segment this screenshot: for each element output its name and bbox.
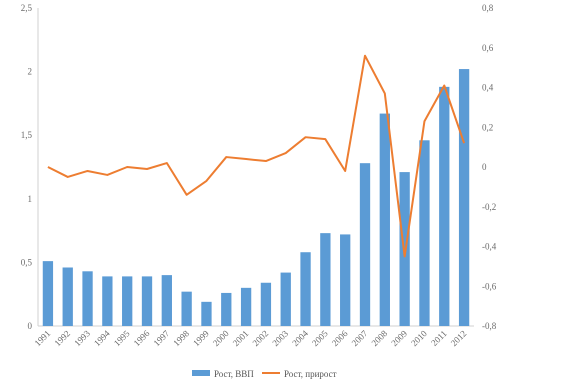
legend-bar-label: Рост, ВВП <box>214 369 254 379</box>
bar <box>379 113 390 326</box>
bar <box>141 276 153 326</box>
bar-series <box>42 69 470 326</box>
bar <box>340 234 351 326</box>
y2-tick-label: -0,2 <box>482 202 496 212</box>
x-tick-label: 1995 <box>112 328 132 348</box>
right-axis-ticks: -0,8 -0,6 -0,4 -0,2 0 0,2 0,4 0,6 0,8 <box>482 3 497 331</box>
y-tick-label: 2,5 <box>21 3 33 13</box>
left-axis-ticks: 0 0,5 1 1,5 2 2,5 <box>21 3 33 331</box>
bar <box>102 276 113 326</box>
bar <box>458 69 470 326</box>
bar <box>181 291 192 326</box>
y2-tick-label: -0,8 <box>482 321 497 331</box>
x-tick-label: 1997 <box>151 328 171 348</box>
x-tick-label: 1999 <box>191 328 211 348</box>
x-tick-label: 1996 <box>132 328 152 348</box>
bar <box>240 287 252 326</box>
x-tick-label: 1993 <box>72 328 92 348</box>
x-tick-label: 2005 <box>310 328 330 348</box>
x-tick-label: 2006 <box>330 328 350 348</box>
legend-bar-swatch <box>192 370 210 376</box>
bar <box>221 292 232 326</box>
x-tick-label: 2001 <box>231 328 251 348</box>
x-tick-label: 1994 <box>92 328 112 348</box>
y-tick-label: 1 <box>28 194 33 204</box>
x-tick-label: 2011 <box>429 328 449 348</box>
bar <box>260 282 272 326</box>
y2-tick-label: 0,6 <box>482 43 494 53</box>
x-tick-label: 2008 <box>369 328 389 348</box>
x-tick-label: 2002 <box>251 328 271 348</box>
x-tick-label: 2003 <box>270 328 290 348</box>
y-tick-label: 0 <box>28 321 33 331</box>
bar <box>359 163 371 326</box>
y2-tick-label: 0,4 <box>482 83 494 93</box>
x-tick-label: 2012 <box>449 328 469 348</box>
x-tick-label: 1998 <box>171 328 191 348</box>
x-axis-ticks: 1991 1992 1993 1994 1995 1996 1997 1998 1999 2000… <box>33 328 469 348</box>
y-tick-label: 0,5 <box>21 257 33 267</box>
bar <box>439 86 450 326</box>
y2-tick-label: 0,8 <box>482 3 494 13</box>
y-tick-label: 2 <box>28 67 33 77</box>
bar <box>122 276 133 326</box>
x-tick-label: 1991 <box>33 328 53 348</box>
bar <box>82 271 93 326</box>
bar <box>62 267 73 326</box>
bar <box>161 275 172 326</box>
y2-tick-label: -0,6 <box>482 281 497 291</box>
x-tick-label: 2007 <box>350 328 370 348</box>
x-tick-label: 2000 <box>211 328 231 348</box>
x-tick-label: 2009 <box>389 328 409 348</box>
y2-tick-label: 0,2 <box>482 122 493 132</box>
line-path <box>47 54 466 258</box>
x-tick-label: 2010 <box>409 328 429 348</box>
bar <box>320 233 331 326</box>
bar <box>280 272 291 326</box>
line-series <box>47 54 466 258</box>
legend-line-label: Рост, прирост <box>284 369 337 379</box>
legend: Рост, ВВП Рост, прирост <box>192 369 337 379</box>
x-tick-label: 1992 <box>52 328 72 348</box>
bar <box>42 261 54 326</box>
bar <box>201 301 212 326</box>
bar <box>419 140 430 326</box>
y2-tick-label: 0 <box>482 162 487 172</box>
y-tick-label: 1,5 <box>21 130 33 140</box>
y2-tick-label: -0,4 <box>482 242 497 252</box>
x-tick-label: 2004 <box>290 328 310 348</box>
bar <box>300 252 311 326</box>
